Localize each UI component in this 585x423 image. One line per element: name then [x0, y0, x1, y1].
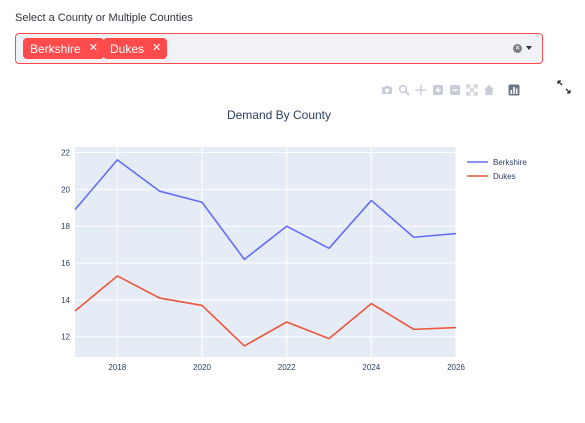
- x-tick-label: 2026: [447, 363, 465, 372]
- x-tick-label: 2020: [193, 363, 211, 372]
- series-line-dukes[interactable]: [74, 275, 457, 347]
- camera-icon[interactable]: [380, 84, 393, 97]
- county-multiselect[interactable]: Berkshire ✕ Dukes ✕ ×: [15, 33, 543, 64]
- x-tick-label: 2024: [362, 363, 380, 372]
- clear-all-icon[interactable]: ×: [513, 44, 522, 53]
- reset-axes-icon[interactable]: [482, 84, 495, 97]
- y-tick-label: 22: [61, 149, 70, 158]
- y-tick-label: 14: [61, 296, 70, 305]
- y-axis-ticks: 12 14 16 18 20 22: [61, 149, 70, 342]
- remove-tag-berkshire-icon[interactable]: ✕: [88, 42, 98, 54]
- tag-label: Berkshire: [30, 41, 81, 56]
- y-tick-label: 18: [61, 222, 70, 231]
- zoom-icon[interactable]: [397, 84, 410, 97]
- plotly-logo-icon[interactable]: [507, 84, 520, 97]
- county-select-label: Select a County or Multiple Counties: [15, 12, 193, 24]
- tag-label: Dukes: [110, 41, 145, 56]
- tag-dukes[interactable]: Dukes ✕: [103, 38, 168, 59]
- chart-legend[interactable]: Berkshire Dukes: [467, 158, 527, 181]
- y-tick-label: 12: [61, 333, 70, 342]
- y-tick-label: 16: [61, 259, 70, 268]
- chevron-down-icon[interactable]: [526, 46, 532, 50]
- zoom-out-icon[interactable]: [448, 84, 461, 97]
- remove-tag-dukes-icon[interactable]: ✕: [152, 42, 162, 54]
- pan-icon[interactable]: [414, 84, 427, 97]
- tag-berkshire[interactable]: Berkshire ✕: [23, 38, 104, 59]
- autoscale-icon[interactable]: [465, 84, 478, 97]
- fullscreen-icon[interactable]: [557, 80, 571, 94]
- x-axis-ticks: 2018 2020 2022 2024 2026: [108, 363, 465, 372]
- series-lines: [74, 159, 457, 347]
- series-line-berkshire[interactable]: [74, 159, 457, 261]
- legend-label-dukes[interactable]: Dukes: [493, 172, 516, 181]
- x-tick-label: 2018: [108, 363, 126, 372]
- plot-modebar: [380, 82, 520, 98]
- legend-label-berkshire[interactable]: Berkshire: [493, 158, 527, 167]
- chart-title: Demand By County: [227, 108, 331, 122]
- y-tick-label: 20: [61, 185, 70, 194]
- zoom-in-icon[interactable]: [431, 84, 444, 97]
- x-tick-label: 2022: [278, 363, 296, 372]
- plot-area[interactable]: [75, 147, 456, 357]
